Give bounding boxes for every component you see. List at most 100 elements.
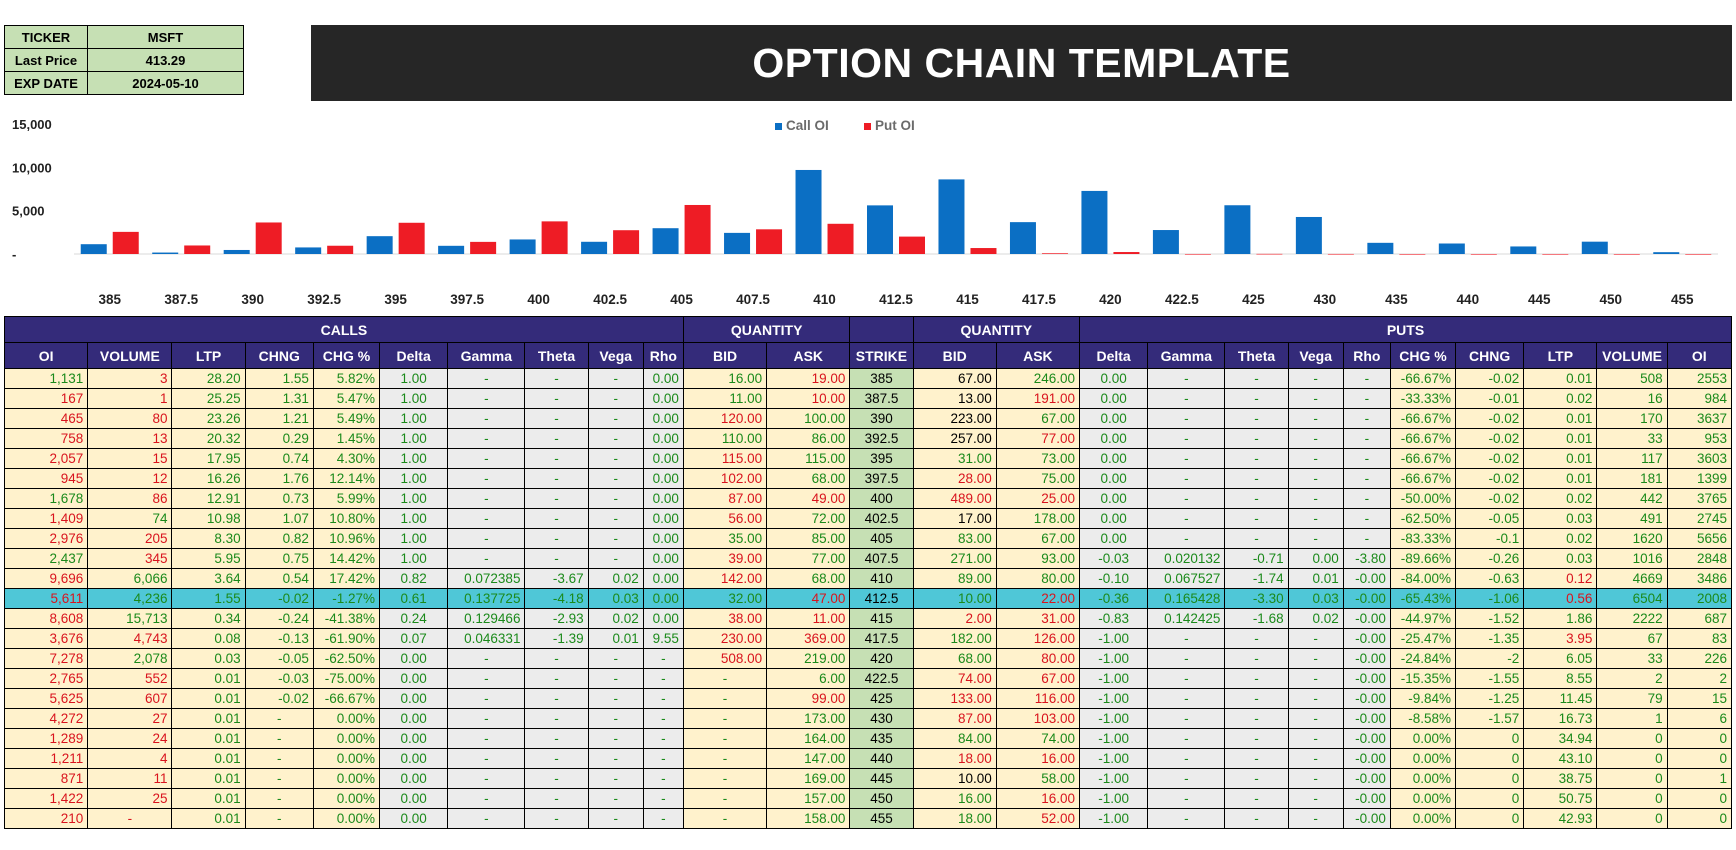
- cell-put-gamma: -: [1147, 788, 1226, 809]
- table-row[interactable]: 465 80 23.26 1.21 5.49% 1.00- - -0.00 120.00 100.…: [3, 408, 1733, 429]
- cell-put-ask: 191.00: [995, 388, 1081, 409]
- column-header-row: OI VOLUME LTP CHNG CHG % Delta Gamma Theta Vega R…: [3, 342, 1733, 369]
- table-row[interactable]: 1,409 74 10.98 1.07 10.80% 1.00- - -0.00 56.00 72…: [3, 508, 1733, 529]
- cell-put-bid: 223.00: [912, 408, 997, 429]
- cell-call-oi: 1,678: [3, 488, 89, 509]
- cell-call-ask: 115.00: [766, 448, 851, 469]
- cell-call-delta: 1.00: [379, 408, 449, 429]
- cell-call-chng: -0.02: [244, 588, 314, 609]
- table-row[interactable]: 1,289 24 0.01-0.00% 0.00- - - - -164.00 435 84.00…: [3, 728, 1733, 749]
- cell-put-oi: 953: [1666, 428, 1733, 449]
- cell-put-chng: -1.52: [1455, 608, 1525, 629]
- table-row[interactable]: 871 11 0.01-0.00% 0.00- - - - -169.00 445 10.00 58…: [3, 768, 1733, 789]
- cell-put-chng: -0.02: [1455, 448, 1525, 469]
- cell-call-oi: 1,211: [3, 748, 89, 769]
- cell-call-ltp: 10.98: [171, 508, 246, 529]
- put-oi-bar-390: [255, 222, 282, 254]
- table-row[interactable]: 7,278 2,078 0.03 -0.05 -62.50% 0.00- - - -508.00…: [3, 648, 1733, 669]
- call-oi-bar-445: [1510, 246, 1537, 254]
- cell-call-ask: 49.00: [766, 488, 851, 509]
- table-row[interactable]: 2,437 345 5.95 0.75 14.42% 1.00- - -0.00 39.00 77…: [3, 548, 1733, 569]
- cell-call-ltp: 0.01: [171, 688, 246, 709]
- table-row[interactable]: 1,422 25 0.01-0.00% 0.00- - - - -157.00 450 16.00…: [3, 788, 1733, 809]
- call-oi-bar-415: [938, 179, 965, 254]
- column-header-call-chng: CHNG: [244, 342, 314, 369]
- cell-put-rho: -0.00: [1342, 788, 1391, 809]
- cell-call-theta: -: [524, 668, 589, 689]
- cell-call-chng: -0.05: [244, 648, 314, 669]
- cell-put-chng: -0.63: [1455, 568, 1525, 589]
- cell-put-volume: 6504: [1596, 588, 1668, 609]
- column-header-call-delta: Delta: [379, 342, 449, 369]
- option-chain-table: CALLS QUANTITY QUANTITY PUTS OI VOLUME LTP…: [3, 316, 1733, 829]
- ticker-value[interactable]: MSFT: [87, 25, 244, 49]
- cell-call-volume: -: [87, 808, 173, 829]
- cell-put-vega: -: [1287, 708, 1344, 729]
- cell-put-chg: -25.47%: [1389, 628, 1457, 649]
- cell-call-gamma: 0.072385: [447, 568, 526, 589]
- x-tick-label: 410: [813, 292, 836, 307]
- exp-date-value[interactable]: 2024-05-10: [87, 71, 244, 95]
- column-header-put-volume: VOLUME: [1596, 342, 1668, 369]
- x-axis: 385 387.5 390 392.5 395 397.5 400 402.5 405 407.5…: [98, 292, 1694, 307]
- cell-call-gamma: -: [447, 648, 526, 669]
- cell-call-bid: -: [682, 688, 768, 709]
- put-oi-bar-420: [1113, 252, 1140, 254]
- cell-call-chng: 1.21: [244, 408, 314, 429]
- cell-call-rho: 0.00: [642, 408, 684, 429]
- put-oi-bar-422.5: [1184, 253, 1211, 255]
- cell-put-chg: -66.67%: [1389, 368, 1457, 389]
- cell-put-ask: 178.00: [995, 508, 1081, 529]
- cell-put-bid: 18.00: [912, 808, 997, 829]
- cell-call-gamma: -: [447, 788, 526, 809]
- cell-call-vega: 0.02: [587, 568, 644, 589]
- cell-put-bid: 257.00: [912, 428, 997, 449]
- table-row[interactable]: 4,272 27 0.01-0.00% 0.00- - - - -173.00 430 87.00…: [3, 708, 1733, 729]
- cell-put-ltp: 0.03: [1523, 508, 1598, 529]
- cell-put-chng: -0.1: [1455, 528, 1525, 549]
- cell-call-oi: 1,131: [3, 368, 89, 389]
- table-row[interactable]: 1,131 3 28.20 1.55 5.82% 1.00- - -0.00 16.00 19.0…: [3, 368, 1733, 389]
- table-row[interactable]: 2,057 15 17.95 0.74 4.30% 1.00- - -0.00 115.00 11…: [3, 448, 1733, 469]
- table-row[interactable]: 167 1 25.25 1.31 5.47% 1.00- - -0.00 11.00 10.00 3…: [3, 388, 1733, 409]
- table-row[interactable]: 758 13 20.32 0.29 1.45% 1.00- - -0.00 110.00 86.0…: [3, 428, 1733, 449]
- cell-call-chng: -: [244, 748, 314, 769]
- cell-put-ltp: 1.86: [1523, 608, 1598, 629]
- cell-call-vega: -: [587, 708, 644, 729]
- cell-call-ltp: 1.55: [171, 588, 246, 609]
- cell-put-chng: -1.55: [1455, 668, 1525, 689]
- call-oi-bar-420: [1081, 190, 1108, 254]
- table-row[interactable]: 3,676 4,743 0.08 -0.13 -61.90% 0.07 0.046331 -1…: [3, 628, 1733, 649]
- cell-put-delta: -1.00: [1079, 808, 1149, 829]
- cell-call-vega: 0.03: [587, 588, 644, 609]
- cell-call-ltp: 0.01: [171, 788, 246, 809]
- cell-call-rho: 0.00: [642, 368, 684, 389]
- cell-put-vega: -: [1287, 408, 1344, 429]
- last-price-value[interactable]: 413.29: [87, 48, 244, 72]
- cell-call-vega: -: [587, 388, 644, 409]
- cell-put-gamma: -: [1147, 408, 1226, 429]
- table-row[interactable]: 5,611 4,236 1.55 -0.02 -1.27% 0.61 0.137725 -4.…: [3, 588, 1733, 609]
- chart-bars: [80, 169, 1712, 255]
- cell-put-oi: 5656: [1666, 528, 1733, 549]
- table-row[interactable]: 945 12 16.26 1.76 12.14% 1.00- - -0.00 102.00 68.…: [3, 468, 1733, 489]
- cell-put-delta: -1.00: [1079, 648, 1149, 669]
- cell-call-oi: 1,422: [3, 788, 89, 809]
- cell-put-bid: 83.00: [912, 528, 997, 549]
- table-row[interactable]: 5,625 607 0.01 -0.02 -66.67% 0.00- - - - -99.00 42…: [3, 688, 1733, 709]
- cell-call-bid: 142.00: [682, 568, 768, 589]
- table-row[interactable]: 1,678 86 12.91 0.73 5.99% 1.00- - -0.00 87.00 49.…: [3, 488, 1733, 509]
- table-row[interactable]: 210-0.01-0.00% 0.00- - - - -158.00 455 18.00 52.…: [3, 808, 1733, 829]
- cell-put-rho: -0.00: [1342, 588, 1391, 609]
- table-row[interactable]: 9,696 6,066 3.64 0.54 17.42% 0.82 0.072385 -3.6…: [3, 568, 1733, 589]
- table-row[interactable]: 2,765 552 0.01 -0.03 -75.00% 0.00- - - - -6.00 422…: [3, 668, 1733, 689]
- put-oi-bar-402.5: [613, 230, 640, 254]
- cell-call-ltp: 0.34: [171, 608, 246, 629]
- cell-call-rho: 0.00: [642, 548, 684, 569]
- cell-put-ask: 80.00: [995, 648, 1081, 669]
- table-row[interactable]: 2,976 205 8.30 0.82 10.96% 1.00- - -0.00 35.00 85…: [3, 528, 1733, 549]
- cell-put-ltp: 43.10: [1523, 748, 1598, 769]
- table-row[interactable]: 1,211 4 0.01-0.00% 0.00- - - - -147.00 440 18.00 1…: [3, 748, 1733, 769]
- cell-put-gamma: -: [1147, 448, 1226, 469]
- table-row[interactable]: 8,608 15,713 0.34 -0.24 -41.38% 0.24 0.129466-…: [3, 608, 1733, 629]
